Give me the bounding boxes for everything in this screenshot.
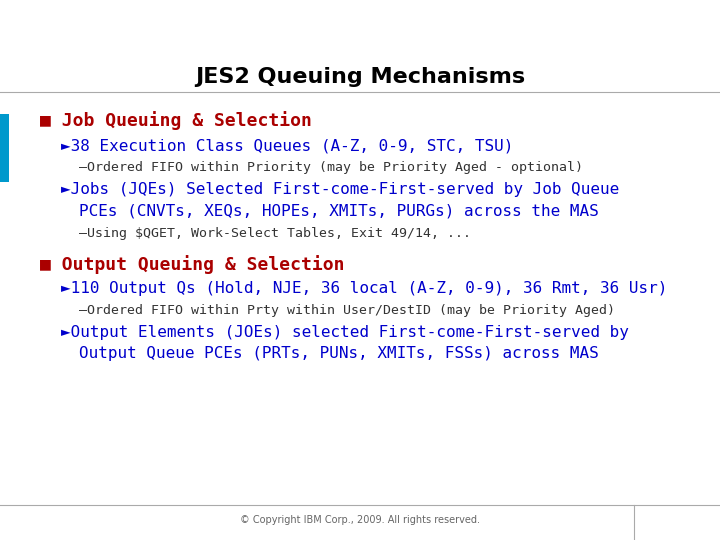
Text: Introduction to the new mainframe: Introduction to the new mainframe (13, 18, 314, 32)
Text: ►110 Output Qs (Hold, NJE, 36 local (A-Z, 0-9), 36 Rmt, 36 Usr): ►110 Output Qs (Hold, NJE, 36 local (A-Z… (61, 281, 667, 296)
Text: ►Output Elements (JOEs) selected First-come-First-served by: ►Output Elements (JOEs) selected First-c… (61, 326, 629, 341)
Text: JES2 Queuing Mechanisms: JES2 Queuing Mechanisms (195, 68, 525, 87)
Text: –Ordered FIFO within Prty within User/DestID (may be Priority Aged): –Ordered FIFO within Prty within User/De… (79, 304, 615, 317)
Text: –Ordered FIFO within Priority (may be Priority Aged - optional): –Ordered FIFO within Priority (may be Pr… (79, 161, 583, 174)
FancyBboxPatch shape (0, 114, 9, 183)
Text: IBM: IBM (666, 16, 709, 34)
Text: ►38 Execution Class Queues (A-Z, 0-9, STC, TSU): ►38 Execution Class Queues (A-Z, 0-9, ST… (61, 138, 513, 153)
Text: ■ Job Queuing & Selection: ■ Job Queuing & Selection (40, 111, 312, 131)
Text: © Copyright IBM Corp., 2009. All rights reserved.: © Copyright IBM Corp., 2009. All rights … (240, 515, 480, 524)
Text: ■ Output Queuing & Selection: ■ Output Queuing & Selection (40, 255, 344, 274)
Text: ►Jobs (JQEs) Selected First-come-First-served by Job Queue: ►Jobs (JQEs) Selected First-come-First-s… (61, 183, 619, 198)
Text: PCEs (CNVTs, XEQs, HOPEs, XMITs, PURGs) across the MAS: PCEs (CNVTs, XEQs, HOPEs, XMITs, PURGs) … (79, 203, 599, 218)
Text: Output Queue PCEs (PRTs, PUNs, XMITs, FSSs) across MAS: Output Queue PCEs (PRTs, PUNs, XMITs, FS… (79, 346, 599, 361)
Text: –Using $QGET, Work-Select Tables, Exit 49/14, ...: –Using $QGET, Work-Select Tables, Exit 4… (79, 227, 471, 240)
